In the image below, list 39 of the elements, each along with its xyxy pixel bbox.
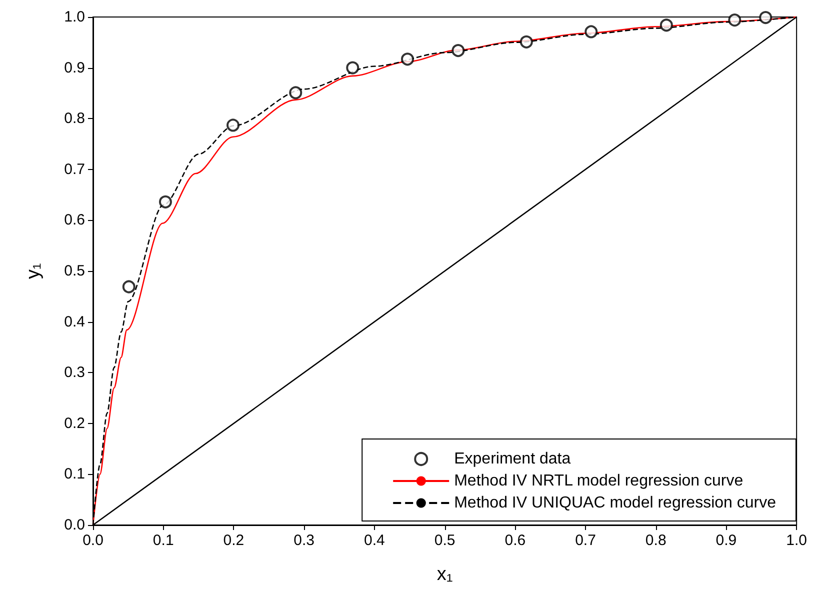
x-tick-label: 0.0 (82, 532, 104, 549)
point (520, 35, 533, 48)
y-tick-label: 0.3 (64, 364, 85, 382)
y-tick-label: 0.2 (64, 414, 85, 432)
legend-label: Method IV NRTL model regression curve (454, 472, 744, 490)
point (226, 118, 240, 132)
point (158, 195, 172, 208)
y-tick-label: 0.1 (64, 466, 85, 483)
y-tick-label: 0.7 (64, 160, 85, 178)
x-tick-label: 0.1 (152, 532, 174, 549)
x-tick-label: 0.5 (434, 532, 456, 549)
x-axis-title: x₁ (436, 564, 453, 585)
x-tick-label: 0.7 (575, 532, 596, 549)
point (289, 86, 302, 100)
x-tick-label: 0.4 (364, 532, 385, 549)
x-tick-label: 1.0 (786, 532, 808, 549)
point (660, 18, 673, 32)
x-tick-label: 0.2 (223, 532, 244, 549)
x-tick-label: 0.3 (294, 532, 314, 549)
point (452, 44, 465, 58)
x-tick-label: 0.9 (716, 532, 737, 549)
y-tick-label: 0.0 (64, 516, 85, 534)
x-tick-label: 0.6 (504, 532, 526, 549)
y-tick-label: 0.5 (64, 262, 85, 280)
y-tick-label: 0.4 (64, 313, 85, 330)
point (584, 25, 598, 38)
point (401, 52, 414, 66)
point (759, 11, 772, 24)
x-tick-label: 0.8 (645, 532, 666, 549)
point (728, 14, 742, 27)
point (122, 280, 136, 294)
y-tick-label: 0.6 (64, 212, 85, 229)
y-tick-label: 0.8 (64, 110, 85, 128)
legend-label: Experiment data (454, 450, 571, 468)
y-axis-title: y₁ (23, 263, 44, 279)
y-tick-label: 1.0 (64, 8, 85, 26)
y-tick-label: 0.9 (64, 59, 85, 76)
point (346, 61, 360, 74)
legend-label: Method IV UNIQUAC model regression curve (454, 494, 776, 512)
